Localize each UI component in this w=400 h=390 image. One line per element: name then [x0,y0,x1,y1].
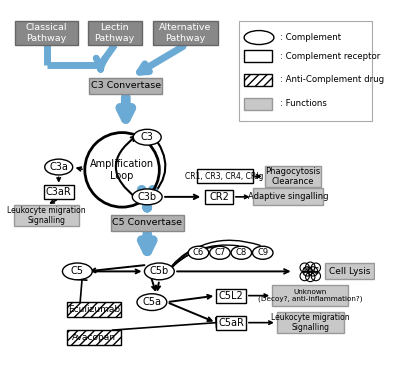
Text: C3b: C3b [138,192,157,202]
FancyBboxPatch shape [244,74,272,86]
Text: C3 Convertase: C3 Convertase [91,82,161,90]
Text: CR1, CR3, CR4, CRIg: CR1, CR3, CR4, CRIg [185,172,264,181]
Text: C9: C9 [257,248,268,257]
Text: Eculizumab: Eculizumab [68,305,120,314]
Ellipse shape [137,294,167,310]
FancyBboxPatch shape [244,98,272,110]
Text: C5b: C5b [150,266,169,277]
FancyBboxPatch shape [44,185,74,199]
Text: : Functions: : Functions [280,99,326,108]
Text: C7: C7 [214,248,226,257]
Text: C5a: C5a [142,297,161,307]
FancyBboxPatch shape [265,166,320,186]
FancyBboxPatch shape [14,205,79,226]
Ellipse shape [252,246,273,259]
Ellipse shape [188,246,209,259]
Ellipse shape [132,189,162,205]
Text: : Complement receptor: : Complement receptor [280,52,380,61]
Text: CR2: CR2 [209,192,229,202]
Ellipse shape [210,246,230,259]
FancyBboxPatch shape [238,21,372,121]
FancyBboxPatch shape [197,169,252,183]
Text: C5aR: C5aR [218,317,244,328]
Text: Unknown
(Decoy?, anti-inflammation?): Unknown (Decoy?, anti-inflammation?) [258,289,362,302]
Text: : Anti-Complement drug: : Anti-Complement drug [280,75,384,84]
FancyBboxPatch shape [15,21,78,45]
Text: Avacopan: Avacopan [72,333,116,342]
Text: Leukocyte migration
Signalling: Leukocyte migration Signalling [7,206,86,225]
FancyBboxPatch shape [88,21,142,45]
Ellipse shape [144,263,174,280]
Text: Adaptive singalling: Adaptive singalling [248,192,328,201]
Text: Phagocytosis
Clearance: Phagocytosis Clearance [265,167,320,186]
Text: C6: C6 [193,248,204,257]
Text: C5 Convertase: C5 Convertase [112,218,182,227]
Text: MAC: MAC [302,267,319,276]
FancyBboxPatch shape [205,190,233,204]
FancyBboxPatch shape [111,215,184,231]
Text: Lectin
Pathway: Lectin Pathway [94,23,135,43]
Text: Amplification
Loop: Amplification Loop [90,159,154,181]
Text: : Complement: : Complement [280,33,341,42]
Ellipse shape [231,246,252,259]
FancyBboxPatch shape [325,264,374,279]
Text: Cell Lysis: Cell Lysis [329,267,370,276]
Ellipse shape [62,263,92,280]
Text: Leukocyte migration
Signalling: Leukocyte migration Signalling [271,313,350,332]
FancyBboxPatch shape [67,330,121,345]
FancyBboxPatch shape [272,285,348,306]
FancyBboxPatch shape [67,302,121,317]
Text: Alternative
Pathway: Alternative Pathway [159,23,212,43]
Text: C3a: C3a [49,162,68,172]
Text: C8: C8 [236,248,247,257]
FancyBboxPatch shape [277,312,344,333]
FancyBboxPatch shape [216,289,246,303]
Ellipse shape [45,159,73,175]
FancyBboxPatch shape [244,50,272,62]
FancyBboxPatch shape [252,188,323,205]
FancyBboxPatch shape [153,21,218,45]
FancyBboxPatch shape [90,78,162,94]
Text: C3: C3 [141,132,154,142]
Ellipse shape [244,30,274,44]
FancyBboxPatch shape [216,316,246,330]
Text: C3aR: C3aR [46,187,72,197]
Ellipse shape [133,129,161,145]
Text: Classical
Pathway: Classical Pathway [26,23,67,43]
Text: C5: C5 [71,266,84,277]
Text: C5L2: C5L2 [219,291,244,301]
